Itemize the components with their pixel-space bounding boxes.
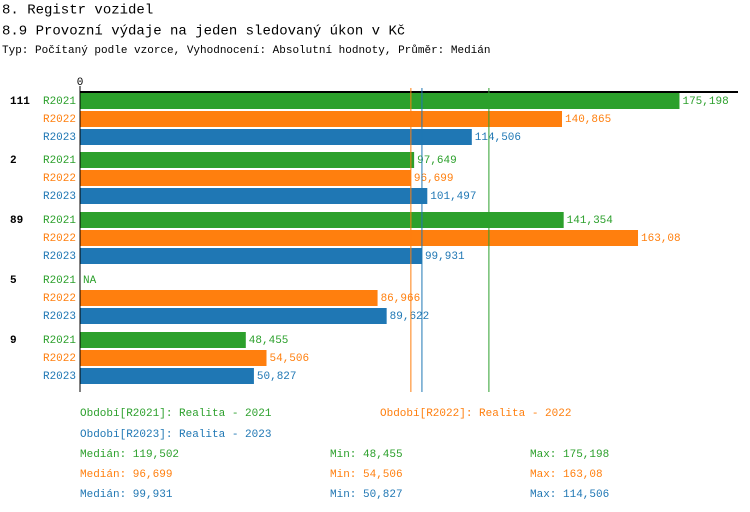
series-label: R2021 bbox=[43, 335, 76, 347]
series-label: R2021 bbox=[43, 215, 76, 227]
series-label: R2021 bbox=[43, 155, 76, 167]
value-label: NA bbox=[83, 275, 97, 287]
series-label: R2021 bbox=[43, 96, 76, 108]
value-label: 140,865 bbox=[565, 114, 611, 126]
value-label: 101,497 bbox=[430, 191, 476, 203]
bar bbox=[80, 350, 267, 366]
series-label: R2023 bbox=[43, 132, 76, 144]
value-label: 97,649 bbox=[417, 155, 457, 167]
stat-min: Min: 50,827 bbox=[330, 489, 403, 501]
stat-median: Medián: 119,502 bbox=[80, 449, 179, 461]
category-label: 2 bbox=[10, 155, 17, 167]
series-label: R2022 bbox=[43, 114, 76, 126]
stat-median: Medián: 99,931 bbox=[80, 489, 173, 501]
series-label: R2023 bbox=[43, 251, 76, 263]
value-label: 86,966 bbox=[381, 293, 421, 305]
bar bbox=[80, 290, 378, 306]
stat-min: Min: 54,506 bbox=[330, 469, 403, 481]
series-label: R2023 bbox=[43, 191, 76, 203]
series-label: R2021 bbox=[43, 275, 76, 287]
bar bbox=[80, 212, 564, 228]
x-tick-label: 0 bbox=[77, 77, 84, 89]
stat-median: Medián: 96,699 bbox=[80, 469, 172, 481]
chart-title: 8. Registr vozidel bbox=[2, 3, 153, 19]
series-label: R2023 bbox=[43, 311, 76, 323]
bar bbox=[80, 129, 472, 145]
bar bbox=[80, 308, 387, 324]
value-label: 50,827 bbox=[257, 371, 297, 383]
bar bbox=[80, 332, 246, 348]
value-label: 54,506 bbox=[270, 353, 310, 365]
series-label: R2022 bbox=[43, 173, 76, 185]
value-label: 114,506 bbox=[475, 132, 521, 144]
category-label: 9 bbox=[10, 335, 17, 347]
category-label: 5 bbox=[10, 275, 17, 287]
series-label: R2022 bbox=[43, 233, 76, 245]
series-label: R2022 bbox=[43, 293, 76, 305]
legend-entry: Období[R2023]: Realita - 2023 bbox=[80, 429, 271, 441]
value-label: 99,931 bbox=[425, 251, 465, 263]
value-label: 175,198 bbox=[682, 96, 728, 108]
stat-max: Max: 163,08 bbox=[530, 469, 603, 481]
series-label: R2023 bbox=[43, 371, 76, 383]
value-label: 141,354 bbox=[567, 215, 614, 227]
bar bbox=[80, 368, 254, 384]
bar bbox=[80, 152, 415, 168]
legend-entry: Období[R2021]: Realita - 2021 bbox=[80, 408, 272, 420]
stat-max: Max: 114,506 bbox=[530, 489, 609, 501]
value-label: 163,08 bbox=[641, 233, 681, 245]
category-label: 89 bbox=[10, 215, 23, 227]
category-label: 111 bbox=[10, 96, 30, 108]
value-label: 96,699 bbox=[414, 173, 454, 185]
bar bbox=[80, 93, 680, 109]
bar bbox=[80, 111, 563, 127]
bar bbox=[80, 248, 422, 264]
value-label: 48,455 bbox=[249, 335, 289, 347]
bar bbox=[80, 188, 428, 204]
bar bbox=[80, 170, 411, 186]
chart-subtitle: 8.9 Provozní výdaje na jeden sledovaný ú… bbox=[2, 24, 405, 40]
value-label: 89,622 bbox=[390, 311, 430, 323]
legend-entry: Období[R2022]: Realita - 2022 bbox=[380, 408, 571, 420]
series-label: R2022 bbox=[43, 353, 76, 365]
bar bbox=[80, 230, 639, 246]
stat-min: Min: 48,455 bbox=[330, 449, 403, 461]
stat-max: Max: 175,198 bbox=[530, 449, 609, 461]
chart-note: Typ: Počítaný podle vzorce, Vyhodnocení:… bbox=[2, 44, 490, 57]
